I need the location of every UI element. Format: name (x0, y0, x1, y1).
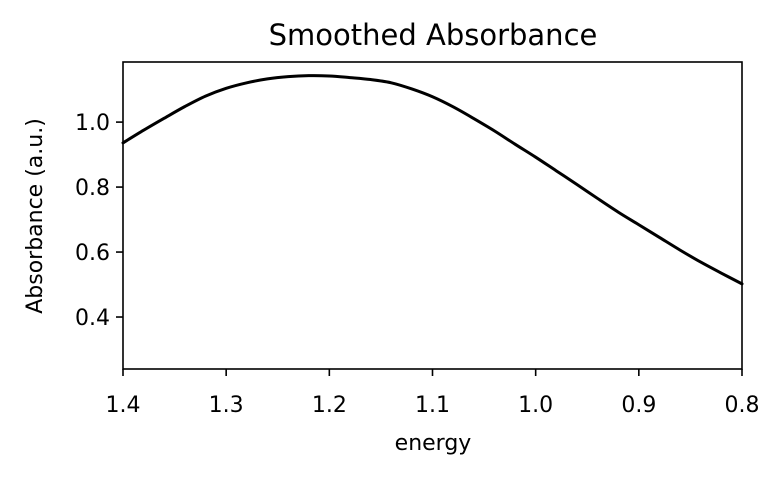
x-tick-label: 1.4 (106, 393, 141, 418)
x-tick-label: 0.8 (725, 393, 760, 418)
x-axis-ticks: 1.4 1.3 1.2 1.1 1.0 0.9 0.8 (106, 369, 760, 418)
chart-title: Smoothed Absorbance (269, 18, 598, 52)
x-tick-label: 0.9 (621, 393, 656, 418)
absorbance-line (121, 74, 744, 286)
y-axis-label: Absorbance (a.u.) (23, 118, 48, 314)
x-tick-label: 1.2 (312, 393, 347, 418)
y-tick-label: 0.4 (75, 306, 110, 331)
y-tick-label: 0.8 (75, 176, 110, 201)
x-tick-label: 1.1 (415, 393, 450, 418)
y-tick-label: 0.6 (75, 241, 110, 266)
x-tick-label: 1.0 (518, 393, 553, 418)
x-tick-label: 1.3 (209, 393, 244, 418)
plot-frame (122, 61, 743, 370)
y-tick-label: 1.0 (75, 111, 110, 136)
x-axis-label: energy (395, 431, 472, 456)
y-axis-ticks: 0.4 0.6 0.8 1.0 (75, 111, 123, 331)
